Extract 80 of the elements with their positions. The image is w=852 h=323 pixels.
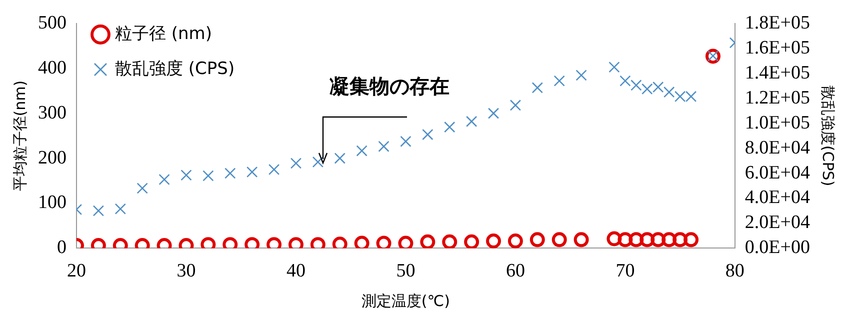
y-axis-title: 平均粒子径(nm) — [10, 80, 29, 192]
point — [180, 170, 192, 181]
point — [554, 75, 565, 86]
point — [334, 152, 346, 164]
point — [290, 158, 302, 169]
y2-tick-label: 8.0E+04 — [744, 137, 810, 158]
annotation: 凝集物の存在 — [329, 74, 450, 98]
point — [630, 80, 642, 91]
point — [420, 234, 436, 248]
y2-tick-label: 1.6E+05 — [744, 37, 810, 58]
point — [378, 140, 390, 152]
point — [422, 128, 434, 140]
point — [224, 168, 236, 179]
y2-tick-label: 0.0E+00 — [744, 237, 810, 258]
point — [650, 232, 666, 248]
point — [532, 82, 543, 94]
point — [576, 70, 587, 81]
point — [674, 90, 686, 102]
y2-tick-label: 4.0E+04 — [744, 187, 810, 208]
point — [332, 236, 348, 248]
y-tick-label: 500 — [38, 12, 66, 34]
point — [398, 236, 414, 248]
legend-label: 散乱強度 (CPS) — [115, 58, 235, 79]
x-tick-label: 70 — [616, 260, 635, 282]
point — [442, 234, 458, 248]
point — [672, 232, 688, 248]
point — [488, 108, 500, 119]
y2-tick-label: 1.2E+05 — [744, 87, 810, 108]
point — [268, 164, 280, 176]
x-tick-label: 20 — [67, 260, 86, 282]
y-tick-label: 0 — [57, 237, 66, 258]
point — [663, 86, 675, 98]
x-axis-title: 測定温度(℃) — [361, 292, 450, 310]
point — [486, 234, 502, 248]
point — [508, 234, 523, 248]
point — [158, 174, 170, 186]
point — [662, 232, 677, 248]
point — [466, 116, 478, 128]
y2-tick-label: 1.4E+05 — [744, 62, 810, 84]
point — [652, 81, 664, 93]
y2-tick-label: 1.8E+05 — [744, 12, 810, 34]
x-tick-label: 40 — [286, 260, 306, 282]
point — [444, 121, 456, 133]
point — [510, 100, 522, 111]
legend-label: 粒子径 (nm) — [115, 24, 212, 44]
y-tick-label: 100 — [38, 192, 66, 214]
point — [464, 234, 480, 248]
point — [606, 231, 622, 246]
y2-tick-label: 6.0E+04 — [744, 162, 810, 184]
y2-axis-title: 散乱強度(CPS) — [819, 85, 838, 186]
point — [642, 83, 653, 95]
y-tick-label: 400 — [38, 57, 66, 78]
x-tick-label: 60 — [506, 260, 525, 282]
point — [376, 236, 392, 248]
point — [620, 75, 631, 86]
point — [530, 232, 545, 248]
point — [246, 166, 258, 178]
point — [202, 170, 214, 182]
point — [608, 62, 620, 73]
point — [136, 182, 148, 194]
point — [356, 145, 368, 156]
point — [552, 232, 567, 248]
x-tick-label: 80 — [725, 260, 744, 282]
point — [354, 236, 370, 248]
point — [312, 156, 324, 168]
y-tick-label: 200 — [38, 147, 66, 168]
y-tick-label: 300 — [38, 102, 66, 124]
point — [574, 232, 589, 248]
point — [628, 232, 644, 248]
x-tick-label: 50 — [396, 260, 416, 282]
x-tick-label: 30 — [176, 260, 196, 282]
y2-tick-label: 1.0E+05 — [744, 112, 810, 134]
point — [685, 90, 697, 102]
point — [618, 232, 633, 248]
point — [640, 232, 655, 248]
y2-tick-label: 2.0E+04 — [744, 212, 810, 234]
point — [114, 203, 126, 214]
point — [400, 136, 412, 148]
point — [92, 205, 104, 216]
point — [684, 232, 699, 248]
